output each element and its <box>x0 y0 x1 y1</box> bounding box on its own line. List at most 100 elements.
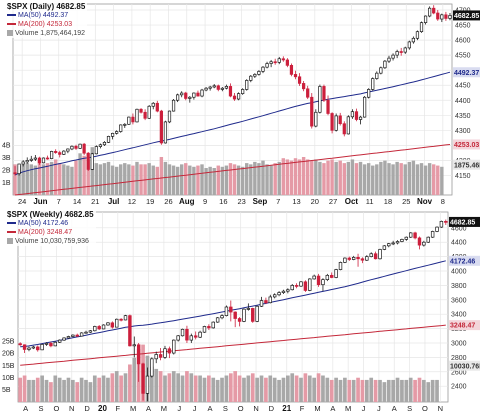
volume-bar <box>106 377 110 402</box>
candle-body <box>330 274 334 278</box>
candle-body <box>290 285 294 291</box>
volume-bar <box>70 166 74 195</box>
candle-body <box>167 348 172 354</box>
candle-body <box>265 63 269 68</box>
volume-bar <box>207 375 211 402</box>
volume-bar <box>237 375 242 402</box>
price-tick-label: 3800 <box>451 283 467 290</box>
time-tick-label: J <box>362 404 366 413</box>
volume-bar <box>383 160 387 195</box>
volume-bar <box>386 379 391 402</box>
volume-bar <box>188 165 192 195</box>
weekly-ma50-label: MA(50) 4172.46 <box>18 220 69 227</box>
candle-body <box>303 281 308 291</box>
volume-bar <box>265 164 269 195</box>
candle-body <box>98 144 103 147</box>
candle-body <box>314 111 318 127</box>
candle-body <box>79 332 84 337</box>
price-tick-label: 4150 <box>455 173 471 180</box>
candle-body <box>200 89 204 97</box>
volume-tick-label: 25B <box>2 338 15 345</box>
ma200-swatch <box>7 231 16 234</box>
candle-body <box>176 94 180 101</box>
volume-bar <box>351 379 356 402</box>
time-tick-label: 27 <box>329 197 337 206</box>
time-tick-label: D <box>84 404 90 413</box>
volume-bar <box>154 368 159 402</box>
candle-body <box>422 241 426 246</box>
volume-bar <box>422 379 426 402</box>
candle-body <box>281 58 285 61</box>
time-tick-label: O <box>422 404 428 413</box>
volume-bar <box>356 377 360 402</box>
volume-bar <box>303 373 308 402</box>
candle-body <box>306 88 310 98</box>
candle-body <box>41 157 46 164</box>
candle-body <box>176 335 180 341</box>
time-tick-label: 9 <box>203 197 207 206</box>
last-price-badge-text: 4682.85 <box>450 220 475 227</box>
candle-body <box>444 221 448 223</box>
candle-body <box>141 363 145 394</box>
candle-body <box>299 281 303 287</box>
price-tick-label: 4600 <box>455 38 471 45</box>
time-tick-label: 21 <box>282 404 291 413</box>
time-tick-label: J <box>177 404 181 413</box>
volume-bar <box>224 165 229 195</box>
candle-body <box>49 342 53 347</box>
candle-body <box>50 151 54 159</box>
volume-bar <box>371 165 375 195</box>
volume-bar <box>305 159 310 195</box>
price-tick-label: 3000 <box>451 340 467 347</box>
time-tick-label: 12 <box>128 197 136 206</box>
candle-body <box>391 242 395 245</box>
time-tick-label: F <box>300 404 305 413</box>
volume-bar <box>86 159 90 195</box>
ma200-swatch <box>7 23 16 26</box>
volume-bar <box>53 375 58 402</box>
time-tick-label: A <box>392 404 397 413</box>
volume-bar <box>180 375 185 402</box>
candle-body <box>444 14 448 19</box>
volume-bar <box>98 164 103 195</box>
volume-tick-label: 1B <box>2 180 11 187</box>
volume-bar <box>294 375 299 402</box>
volume-bar <box>58 163 62 195</box>
candle-body <box>346 116 350 135</box>
candle-body <box>403 47 407 53</box>
price-tick-label: 4400 <box>455 98 471 105</box>
time-tick-label: 21 <box>91 197 99 206</box>
volume-swatch <box>7 30 13 37</box>
daily-volume-label: Volume 1,875,464,192 <box>15 30 86 37</box>
candle-body <box>232 95 237 100</box>
time-tick-label: Jun <box>33 197 47 206</box>
time-tick-label: 16 <box>219 197 227 206</box>
candle-body <box>417 237 422 246</box>
candle-body <box>93 326 97 332</box>
time-tick-label: Nov <box>417 197 433 206</box>
volume-bar <box>163 161 168 195</box>
candle-body <box>147 105 151 119</box>
volume-bar <box>250 373 255 402</box>
time-tick-label: 20 <box>98 404 107 413</box>
volume-bar <box>75 382 80 402</box>
candle-body <box>395 241 400 244</box>
candle-body <box>285 59 289 66</box>
volume-bar <box>322 163 326 195</box>
time-tick-label: Oct <box>345 197 359 206</box>
last-price-badge-text: 4682.85 <box>454 13 479 20</box>
candle-body <box>36 346 40 351</box>
price-tick-label: 3400 <box>451 312 467 319</box>
candle-body <box>212 85 216 88</box>
candle-body <box>261 66 265 72</box>
volume-bar <box>297 159 302 195</box>
candle-body <box>102 142 107 146</box>
volume-bar <box>66 377 71 402</box>
volume-bar <box>215 379 220 402</box>
volume-bar <box>22 375 27 402</box>
candle-body <box>294 285 299 287</box>
volume-bar <box>66 165 70 195</box>
time-tick-label: M <box>314 404 320 413</box>
candle-body <box>220 315 224 319</box>
volume-bar <box>301 156 306 195</box>
